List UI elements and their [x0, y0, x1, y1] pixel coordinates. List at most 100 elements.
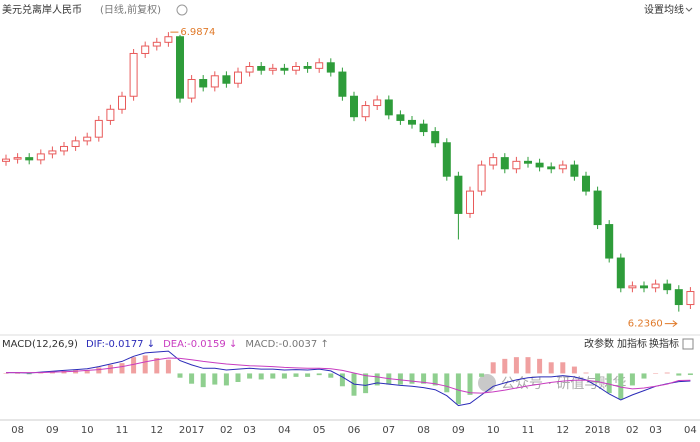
macd-line [6, 350, 691, 407]
macd-bar [664, 372, 670, 374]
ma-settings[interactable]: 设置均线 [644, 3, 684, 16]
candle-body [419, 123, 428, 133]
button[interactable]: 改参数 [584, 337, 614, 350]
macd-bar [189, 373, 195, 384]
candle-body [477, 164, 486, 192]
x-tick-label: 08 [417, 425, 430, 436]
macd-bar [363, 373, 369, 394]
macd-bar [223, 373, 229, 386]
x-tick-label: 12 [150, 425, 163, 436]
x-tick-label: 07 [382, 425, 395, 436]
candle-body [48, 150, 57, 155]
macd-bar [595, 373, 601, 383]
candle-body [326, 62, 335, 73]
x-tick-label: 11 [116, 425, 129, 436]
watermark: 公众号 · 研值与财华 [501, 376, 626, 392]
low-annotation: 6.2360 [628, 319, 663, 330]
dropdown-arrow[interactable] [685, 7, 693, 12]
macd-bar [316, 373, 322, 376]
candle-body [268, 67, 277, 71]
macd-bar [200, 373, 206, 388]
candle-body [361, 105, 370, 118]
candle-body [663, 283, 672, 291]
macd-bar [258, 373, 264, 380]
candle-body [245, 65, 254, 73]
indicator-legend: DIF:-0.0177 ↓ [86, 339, 155, 350]
macd-bar [444, 373, 450, 393]
candle-body [129, 52, 138, 97]
x-tick-label: 08 [11, 425, 24, 436]
x-tick-label: 03 [649, 425, 662, 436]
candle-body [524, 160, 532, 164]
candle-body [94, 119, 103, 138]
collapse-icon[interactable] [682, 338, 694, 350]
macd-bar [421, 373, 427, 384]
candle-body [547, 166, 556, 170]
button[interactable]: 换指标 [649, 337, 679, 350]
macd-bar [571, 366, 577, 374]
macd-bar [154, 358, 160, 374]
macd-bar [247, 373, 253, 379]
chart-title: 美元兑离岸人民币 [2, 3, 82, 16]
candle-body [512, 160, 521, 170]
candle-body [338, 71, 347, 97]
candle-body [408, 119, 416, 125]
macd-bar [618, 373, 624, 400]
candle-body [570, 164, 579, 177]
candle-body [199, 79, 208, 88]
indicator-legend: MACD:-0.0037 ↑ [245, 339, 329, 350]
x-tick-label: 2018 [585, 425, 610, 436]
x-tick-label: 10 [487, 425, 500, 436]
candle-body [164, 36, 173, 43]
macd-bar [84, 370, 90, 374]
button[interactable]: 加指标 [617, 337, 647, 350]
macd-bar [409, 373, 415, 384]
macd-bar [212, 373, 218, 385]
x-tick-label: 04 [278, 425, 291, 436]
candle-body [141, 45, 150, 54]
candle-body [500, 157, 509, 170]
macd-bar [502, 358, 508, 374]
macd-bar [513, 357, 519, 374]
indicator-legend: DEA:-0.0159 ↓ [163, 339, 237, 350]
macd-bar [548, 362, 554, 374]
macd-bar [560, 362, 566, 374]
macd-bar [293, 373, 299, 377]
macd-bar [26, 373, 32, 375]
macd-bar [107, 364, 113, 374]
x-tick-label: 02 [220, 425, 233, 436]
macd-bar [653, 373, 659, 374]
macd-bar [687, 373, 693, 376]
x-tick-label: 06 [348, 425, 361, 436]
macd-bar [467, 373, 473, 395]
x-tick-label: 12 [556, 425, 569, 436]
x-tick-label: 04 [684, 425, 697, 436]
candle-body [2, 158, 10, 162]
settings-icon[interactable] [176, 4, 188, 16]
candle-body [315, 62, 324, 69]
macd-bar [119, 363, 125, 374]
candle-body [454, 175, 463, 214]
annotation-arrow [664, 320, 678, 328]
candle-body [616, 257, 625, 289]
macd-bar [641, 373, 647, 379]
x-tick-label: 09 [452, 425, 465, 436]
macd-bar [142, 355, 148, 374]
macd-bar [537, 358, 543, 374]
candle-body [234, 71, 242, 84]
candle-body [686, 291, 695, 306]
macd-bar [3, 373, 9, 374]
x-tick-label: 09 [46, 425, 59, 436]
candle-body [152, 41, 161, 47]
candle-body [83, 136, 92, 142]
high-annotation: 6.9874 [180, 27, 215, 38]
candle-body [222, 75, 231, 84]
x-tick-label: 05 [313, 425, 326, 436]
candle-body [350, 95, 358, 118]
x-tick-label: 03 [243, 425, 256, 436]
candle-body [582, 175, 590, 192]
candle-body [303, 65, 312, 69]
candle-body [36, 153, 45, 161]
